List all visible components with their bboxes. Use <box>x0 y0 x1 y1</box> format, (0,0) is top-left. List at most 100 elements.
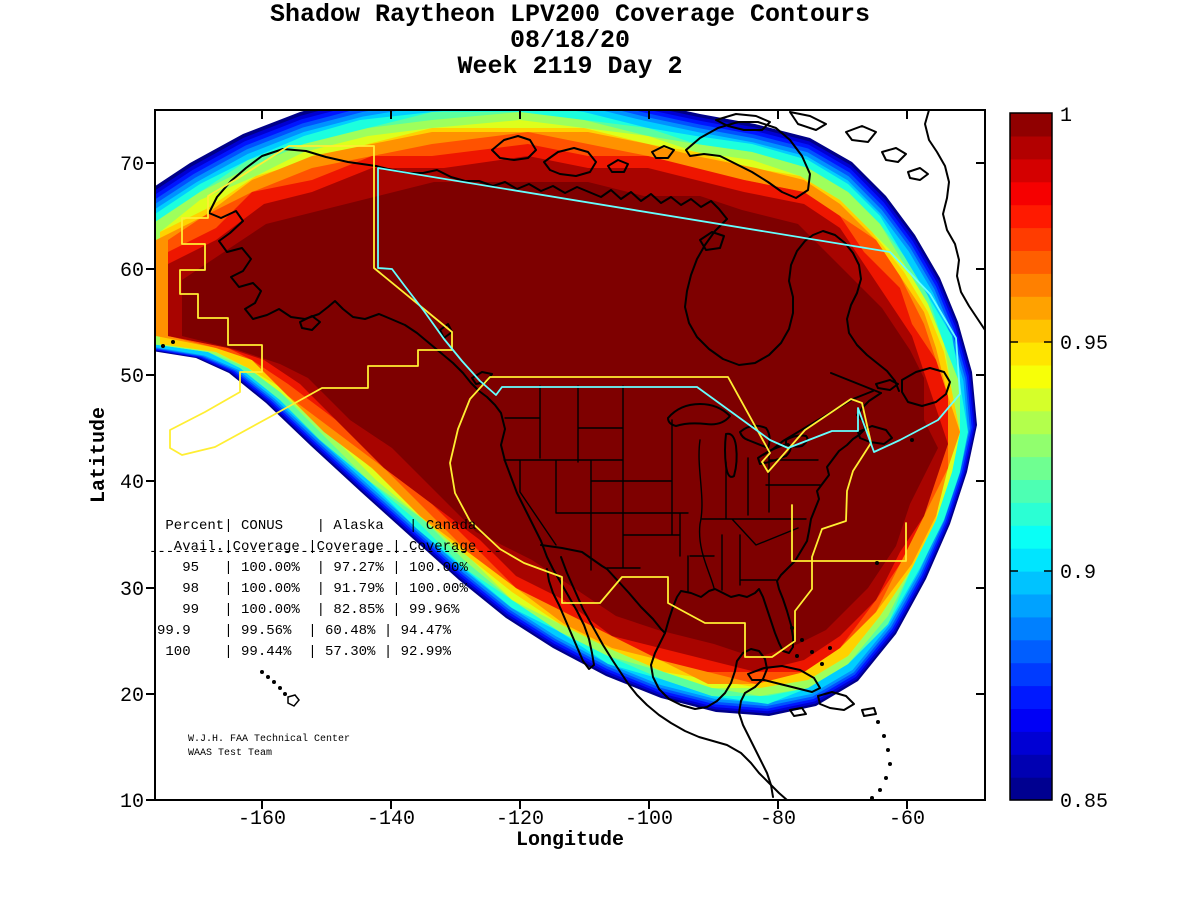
arctic-island <box>907 167 929 181</box>
contour-bands <box>156 111 977 716</box>
arctic-island <box>881 147 907 163</box>
conus-offshore-boundary <box>791 504 907 562</box>
colorbar-band <box>1010 616 1052 641</box>
availability-table-row: 100 | 99.44% | 57.30% | 92.99% <box>157 644 452 660</box>
credit-text: W.J.H. FAA Technical Center WAAS Test Te… <box>188 733 350 761</box>
colorbar-band <box>1010 364 1052 389</box>
lake-michigan <box>724 432 738 478</box>
colorbar-band <box>1010 113 1052 137</box>
y-tick: 70 <box>120 154 144 177</box>
alaska-coverage-boundary <box>169 145 453 456</box>
nova-scotia <box>857 425 893 445</box>
x-tick: -60 <box>889 808 925 831</box>
map-linework <box>161 111 984 799</box>
gulf-coastline <box>540 544 774 798</box>
conus-coverage-boundary <box>449 376 872 658</box>
colorbar-band <box>1010 319 1052 343</box>
y-tick: 40 <box>120 472 144 495</box>
island-dot <box>882 734 886 738</box>
colorbar-band <box>1010 662 1052 687</box>
mississippi-river <box>698 439 715 589</box>
mexico-coastline <box>560 556 788 799</box>
colorbar-band <box>1010 548 1052 572</box>
availability-table-header1: Percent| CONUS | Alaska | Canada <box>157 518 477 534</box>
chart-week-day: Week 2119 Day 2 <box>457 52 683 81</box>
availability-table-row: 98 | 100.00% | 91.79% | 100.00% <box>157 581 468 597</box>
credit-line1: W.J.H. FAA Technical Center <box>188 734 351 745</box>
colorbar-band <box>1010 158 1052 183</box>
plot-border <box>154 109 986 801</box>
cuba <box>747 665 821 693</box>
colorbar-band <box>1010 754 1052 778</box>
island-dot <box>278 686 282 690</box>
island-dot <box>910 438 914 442</box>
colorbar-tick-label: 0.95 <box>1060 333 1108 356</box>
colorbar-ticks <box>1010 341 1052 572</box>
anticosti-island <box>875 379 899 391</box>
x-tick-labels: -160 -140 -120 -100 -80 -60 <box>238 808 925 831</box>
island-dot <box>870 796 874 799</box>
greenland-coastline <box>924 111 984 331</box>
banks-island <box>491 135 537 161</box>
kodiak-island <box>299 315 321 331</box>
x-axis-label: Longitude <box>516 829 624 852</box>
y-tick: 30 <box>120 579 144 602</box>
colorbar-band <box>1010 250 1052 274</box>
colorbar-band <box>1010 273 1052 297</box>
ellesmere-island <box>789 111 827 131</box>
credit-line2: WAAS Test Team <box>188 748 273 759</box>
colorbar-band <box>1010 708 1052 732</box>
island-dot <box>876 720 880 724</box>
devon-island <box>715 113 771 131</box>
availability-table-row: 99.9 | 99.56% | 60.48% | 94.47% <box>157 623 452 639</box>
island-dot <box>886 748 890 752</box>
island-dot <box>820 662 824 666</box>
island-dot <box>888 762 892 766</box>
island-dot <box>800 638 804 642</box>
island-dot <box>283 692 287 696</box>
colorbar-band <box>1010 639 1052 664</box>
availability-table-separator: ----------------------------------------… <box>149 545 502 559</box>
axis-ticks <box>146 110 985 809</box>
island-dot <box>171 340 175 344</box>
y-tick: 60 <box>120 260 144 283</box>
colorbar-tick-label: 0.9 <box>1060 562 1096 585</box>
king-william-island <box>607 159 629 173</box>
puerto-rico <box>861 707 877 717</box>
y-axis-label: Latitude <box>88 407 111 503</box>
x-tick: -160 <box>238 808 286 831</box>
colorbar-tick-label: 1 <box>1060 105 1072 128</box>
island-dot <box>790 626 794 630</box>
colorbar-band <box>1010 410 1052 435</box>
atlantic-coastline <box>664 392 882 654</box>
st-lawrence-coastline <box>762 372 882 456</box>
jamaica <box>789 707 807 717</box>
y-tick-labels: 10 20 30 40 50 60 70 <box>120 154 144 814</box>
pacific-coastline <box>208 148 595 670</box>
somerset-island <box>651 145 675 159</box>
island-dot <box>795 654 799 658</box>
lake-superior <box>667 403 731 427</box>
colorbar-band <box>1010 342 1052 366</box>
colorbar-band <box>1010 777 1052 801</box>
y-tick: 10 <box>120 791 144 814</box>
colorbar-band <box>1010 571 1052 595</box>
arctic-island <box>845 125 877 143</box>
colorbar <box>1010 113 1052 801</box>
colorbar-band <box>1010 593 1052 618</box>
island-dot <box>266 675 270 679</box>
colorbar-band <box>1010 387 1052 412</box>
colorbar-band <box>1010 296 1052 320</box>
availability-table-header2: Avail.|Coverage |Coverage | Coverage <box>157 539 477 555</box>
chart-title-block: Shadow Raytheon LPV200 Coverage Contours… <box>0 2 1140 80</box>
y-tick: 20 <box>120 685 144 708</box>
lake-erie <box>757 443 792 465</box>
colorbar-band <box>1010 685 1052 709</box>
island-dot <box>828 646 832 650</box>
island-dot <box>272 680 276 684</box>
colorbar-band <box>1010 731 1052 755</box>
colorbar-band <box>1010 525 1052 549</box>
hispaniola <box>817 691 855 711</box>
